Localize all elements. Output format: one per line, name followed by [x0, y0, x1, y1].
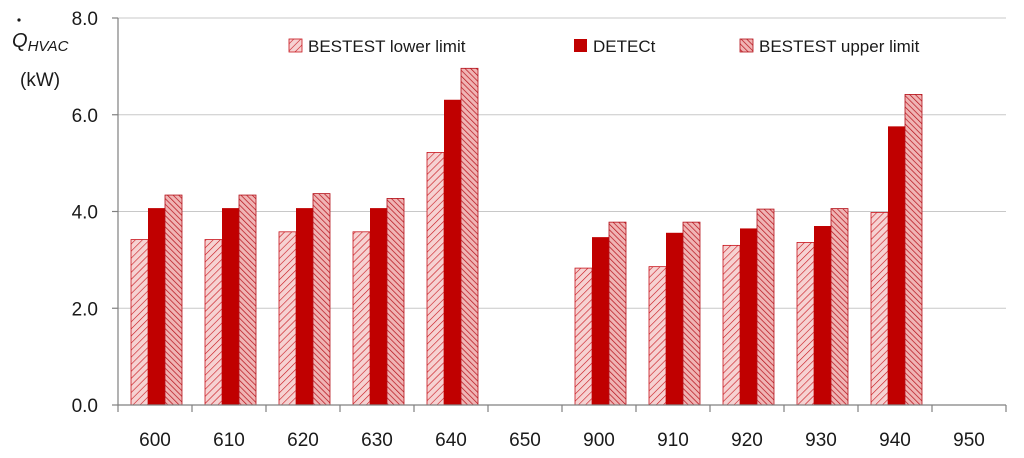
legend-label-lower: BESTEST lower limit	[308, 37, 466, 56]
x-tick-label: 950	[953, 430, 985, 451]
bar-upper-limit	[608, 221, 627, 406]
legend-swatch-lower	[288, 38, 303, 53]
bar-lower-limit	[352, 231, 371, 406]
bar-upper-limit	[238, 194, 257, 406]
legend-item-upper: BESTEST upper limit	[739, 37, 920, 56]
legend-item-lower: BESTEST lower limit	[288, 37, 466, 56]
x-tick-label: 650	[509, 430, 541, 451]
x-tick-label: 630	[361, 430, 393, 451]
y-tick-labels: 0.0 2.0 4.0 6.0 8.0	[72, 9, 98, 417]
x-tick-label: 910	[657, 430, 689, 451]
y-tick-label: 0.0	[72, 396, 98, 417]
x-tick-label: 900	[583, 430, 615, 451]
bar-lower-limit	[204, 239, 223, 406]
x-tick-labels: 600 610 620 630 640 650 900 910 920 930 940 950	[139, 430, 985, 451]
x-tick-label: 620	[287, 430, 319, 451]
bar-upper-limit	[756, 208, 775, 406]
axes	[112, 17, 1007, 412]
bar-detect	[740, 228, 757, 405]
bar-upper-limit	[904, 94, 923, 406]
x-tick-label: 930	[805, 430, 837, 451]
y-axis-label-subscript: HVAC	[28, 38, 69, 55]
legend: BESTEST lower limit DETECt BESTEST upper…	[288, 37, 920, 56]
bar-detect	[444, 99, 461, 405]
bar-lower-limit	[648, 266, 667, 406]
bar-lower-limit	[870, 212, 889, 406]
bar-lower-limit	[722, 244, 741, 406]
x-tick-label: 640	[435, 430, 467, 451]
x-tick-label: 610	[213, 430, 245, 451]
y-tick-label: 6.0	[72, 106, 98, 127]
x-tick-label: 920	[731, 430, 763, 451]
legend-label-detect: DETECt	[593, 37, 656, 56]
y-axis-label: QHVAC (kW)	[12, 18, 69, 91]
bar-upper-limit	[312, 193, 331, 406]
y-axis-label-symbol: Q	[12, 30, 28, 52]
bar-upper-limit	[164, 194, 183, 406]
bar-upper-limit	[682, 221, 701, 406]
bar-upper-limit	[460, 67, 479, 406]
bar-lower-limit	[796, 242, 815, 406]
x-tick-label: 600	[139, 430, 171, 451]
q-dot-accent	[17, 18, 21, 22]
bar-detect	[666, 232, 683, 405]
bar-detect	[370, 208, 387, 405]
bar-lower-limit	[130, 239, 149, 406]
bars	[130, 67, 923, 406]
bar-detect	[592, 237, 609, 405]
legend-item-detect: DETECt	[574, 37, 656, 56]
bar-lower-limit	[278, 231, 297, 406]
bar-detect	[222, 208, 239, 405]
y-tick-label: 4.0	[72, 203, 98, 224]
bar-upper-limit	[830, 208, 849, 406]
legend-label-upper: BESTEST upper limit	[759, 37, 920, 56]
legend-swatch-upper	[739, 38, 754, 53]
bar-detect	[814, 226, 831, 405]
y-tick-label: 8.0	[72, 9, 98, 30]
bar-lower-limit	[426, 152, 445, 406]
bar-detect	[296, 208, 313, 405]
bar-upper-limit	[386, 198, 405, 406]
gridlines	[118, 17, 1006, 309]
y-axis-unit: (kW)	[20, 70, 60, 91]
bar-lower-limit	[574, 267, 593, 406]
x-tick-label: 940	[879, 430, 911, 451]
svg-text:QHVAC: QHVAC	[12, 30, 69, 55]
bar-detect	[148, 208, 165, 405]
bar-detect	[888, 126, 905, 406]
y-tick-label: 2.0	[72, 299, 98, 320]
legend-swatch-detect	[574, 39, 587, 52]
